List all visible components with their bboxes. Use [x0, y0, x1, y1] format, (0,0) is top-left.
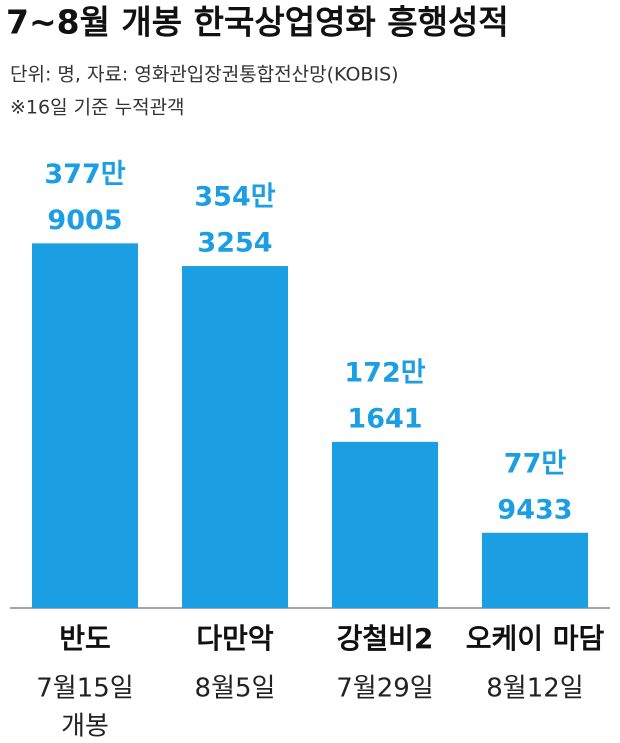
- value-label: 9005: [47, 205, 122, 236]
- subtitle: ※16일 기준 누적관객: [10, 97, 185, 119]
- value-label: 354만: [194, 182, 275, 213]
- x-sub-label: 7월29일: [336, 674, 433, 704]
- chart-title: 7~8월 개봉 한국상업영화 흥행성적: [6, 3, 509, 42]
- value-label: 172만: [344, 357, 425, 388]
- x-sub-label: 개봉: [61, 712, 109, 742]
- value-label: 3254: [197, 228, 272, 259]
- x-sub-label: 8월12일: [486, 674, 583, 704]
- value-label: 1641: [347, 403, 422, 434]
- bar: [182, 266, 288, 608]
- x-sub-label: 7월15일: [36, 674, 133, 704]
- x-tick-label: 다만악: [196, 622, 274, 655]
- x-tick-label: 반도: [59, 622, 111, 655]
- bar: [332, 441, 438, 608]
- subtitle: 단위: 명, 자료: 영화관입장권통합전산망(KOBIS): [10, 64, 399, 86]
- value-label: 77만: [504, 448, 567, 479]
- x-tick-label: 오케이 마담: [466, 622, 605, 655]
- x-tick-label: 강철비2: [337, 622, 434, 655]
- x-sub-label: 8월5일: [195, 674, 276, 704]
- value-label: 377만: [44, 159, 125, 190]
- bar: [482, 532, 588, 608]
- value-label: 9433: [497, 494, 572, 525]
- bar: [32, 243, 138, 608]
